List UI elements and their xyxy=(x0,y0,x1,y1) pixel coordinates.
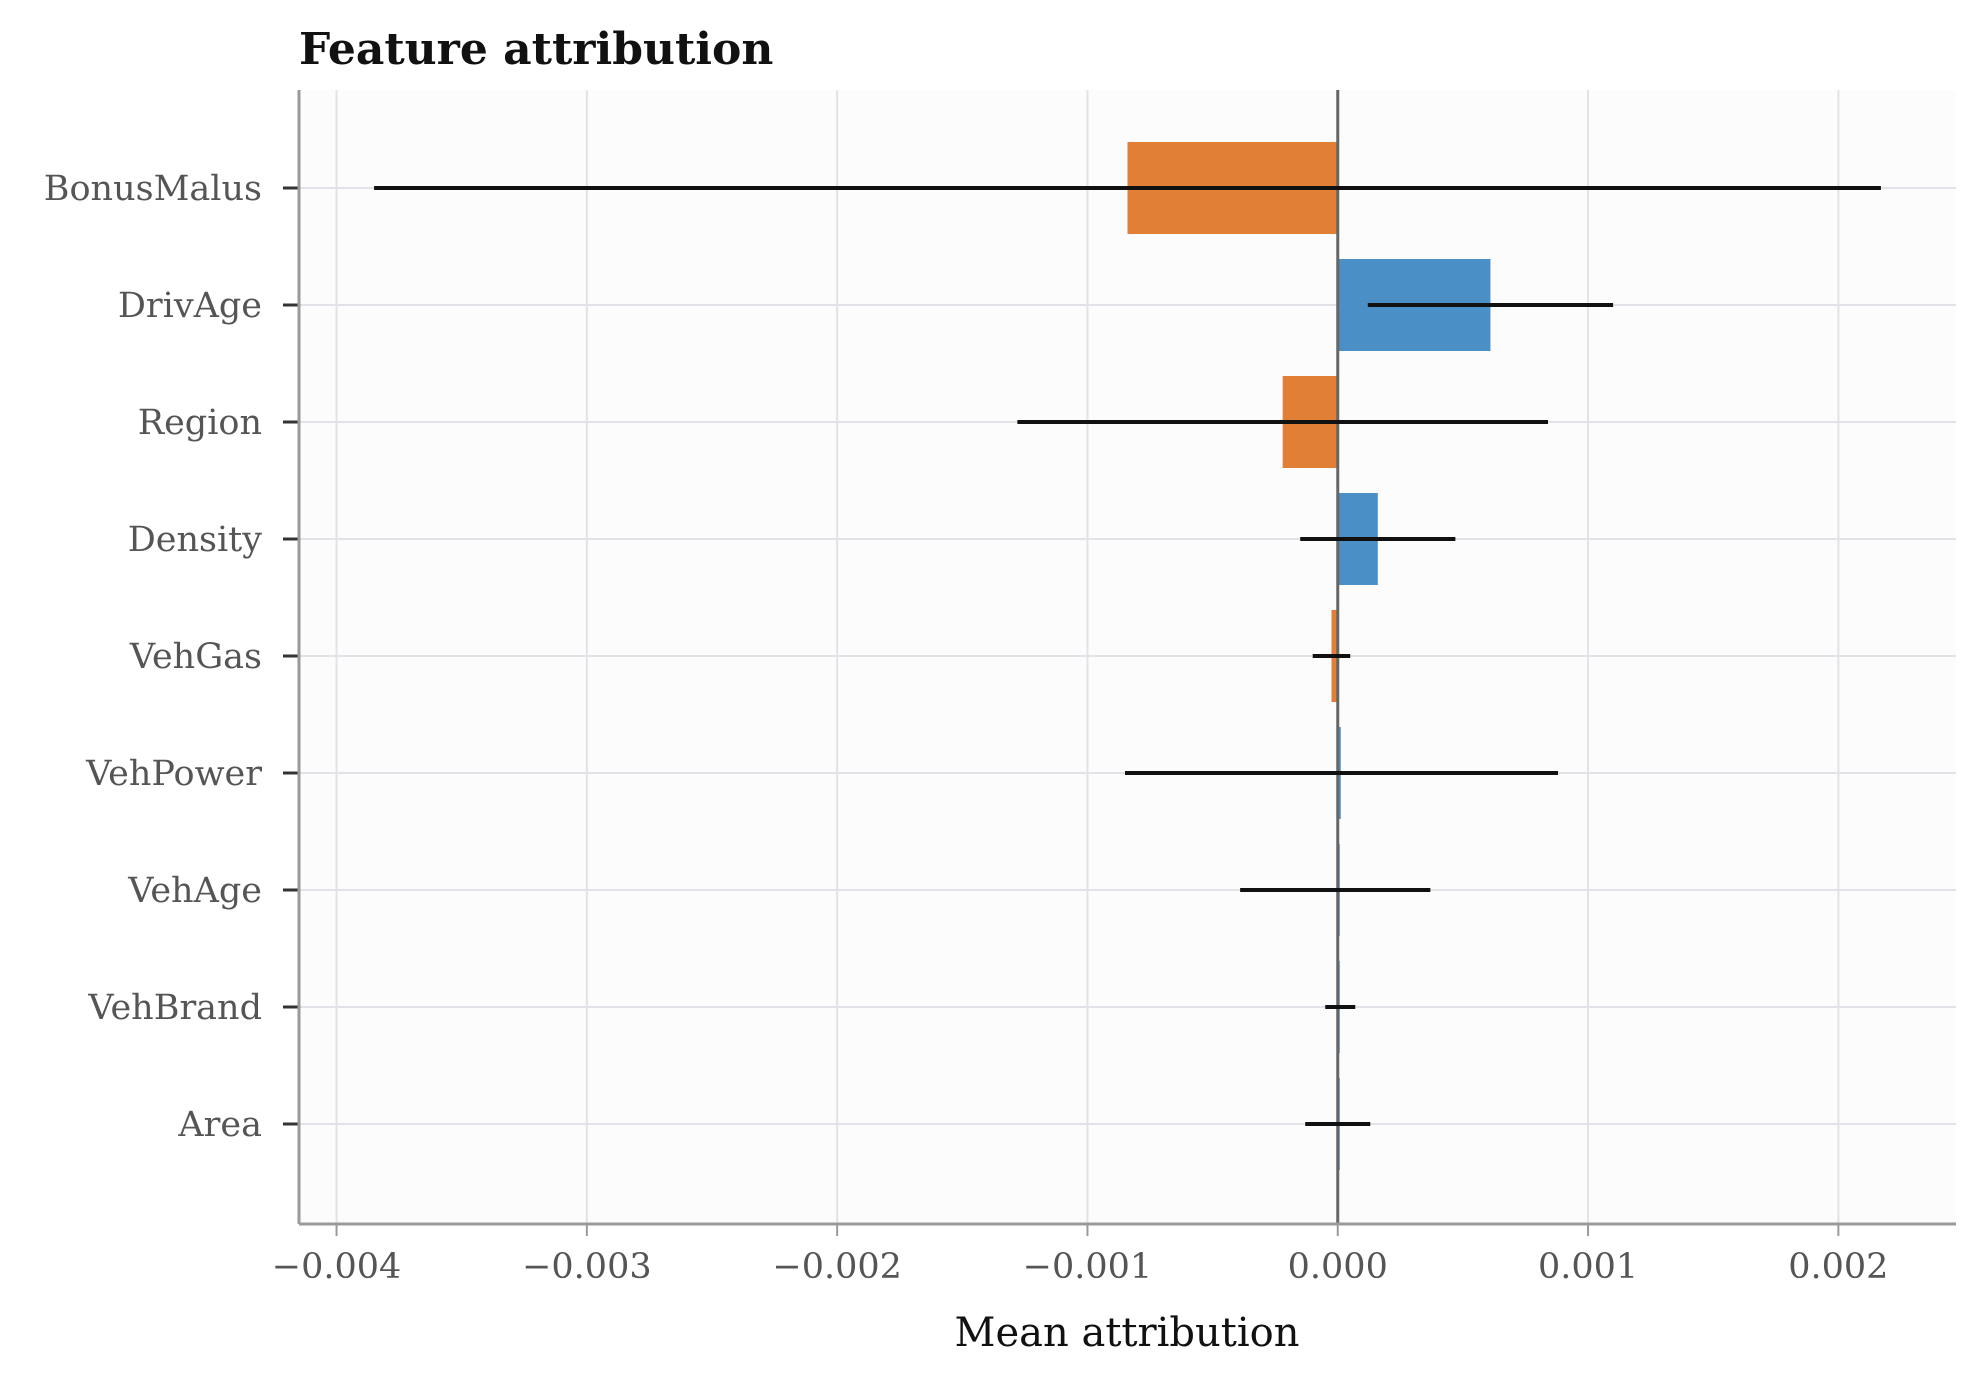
y-tick-label: BonusMalus xyxy=(44,169,262,209)
y-tick-label: Density xyxy=(128,520,263,560)
errorbar-layer xyxy=(374,186,1881,1126)
x-tick-label: −0.002 xyxy=(772,1247,902,1287)
y-tick-label: VehAge xyxy=(127,871,262,911)
x-axis-label: Mean attribution xyxy=(955,1310,1300,1356)
y-tick-label: Area xyxy=(177,1105,262,1145)
x-tick-label: −0.003 xyxy=(522,1247,652,1287)
x-tick-label: 0.001 xyxy=(1538,1247,1638,1287)
y-tick-label: Region xyxy=(138,403,262,443)
axis-layer xyxy=(283,90,1956,1236)
y-tick-label: VehPower xyxy=(85,754,262,794)
x-tick-label: −0.004 xyxy=(272,1247,402,1287)
chart-title: Feature attribution xyxy=(299,24,773,75)
x-tick-label: 0.002 xyxy=(1788,1247,1888,1287)
y-tick-label: VehGas xyxy=(129,637,262,677)
y-tick-label: DrivAge xyxy=(118,286,262,326)
y-tick-label: VehBrand xyxy=(87,988,262,1028)
label-layer: −0.004 −0.003 −0.002 −0.001 0.000 0.001 0.002 B… xyxy=(44,169,1889,1287)
x-tick-label: 0.000 xyxy=(1288,1247,1388,1287)
x-tick-label: −0.001 xyxy=(1023,1247,1153,1287)
